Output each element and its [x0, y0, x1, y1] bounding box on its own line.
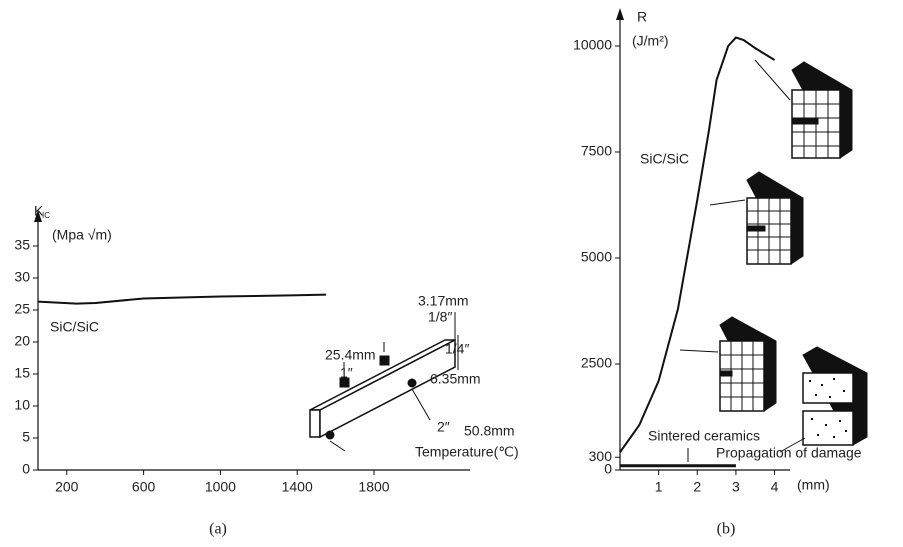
y-axis-unit: (Mpa √m): [52, 227, 112, 243]
y-tick-label: 7500: [581, 143, 612, 159]
y-axis-label: K: [34, 203, 44, 219]
x-tick-label: 3: [732, 479, 740, 495]
x-axis-label: (mm): [797, 477, 830, 493]
y-tick-label: 10000: [573, 37, 612, 53]
y-tick-label: 5000: [581, 249, 612, 265]
y-tick-label: 0: [22, 461, 30, 477]
annotation: Propagation of damage: [716, 445, 862, 461]
x-tick-label: 1400: [282, 479, 313, 495]
y-axis-unit: (J/m²): [632, 33, 669, 49]
caption: (b): [717, 521, 736, 538]
annotation: 6.35mm: [430, 371, 481, 387]
x-tick-label: 200: [55, 479, 79, 495]
y-tick-label: 5: [22, 429, 30, 445]
annotation: 25.4mm: [325, 347, 376, 363]
y-axis-label-sub: IC: [42, 211, 50, 220]
x-axis-label: Temperature(℃): [415, 444, 519, 460]
crack-specimens: [679, 59, 868, 462]
annotation: 1/4″: [445, 341, 469, 357]
annotation: 2″: [437, 419, 450, 435]
data-line: [37, 293, 327, 305]
annotation: 50.8mm: [464, 423, 515, 439]
y-tick-label: 20: [14, 333, 30, 349]
x-tick-label: 1800: [358, 479, 389, 495]
y-axis-arrow: [616, 8, 624, 20]
data-line: [619, 36, 776, 453]
annotation: 1/8″: [428, 309, 452, 325]
y-tick-label: 25: [14, 301, 30, 317]
annotation: 1″: [340, 365, 353, 381]
y-tick-label: 10: [14, 397, 30, 413]
series-label: SiC/SiC: [640, 151, 689, 167]
annotation: 3.17mm: [418, 293, 469, 309]
y-tick-label: 15: [14, 365, 30, 381]
y-tick-label: 0: [604, 461, 612, 477]
y-tick-label: 2500: [581, 355, 612, 371]
y-tick-label: 30: [14, 269, 30, 285]
x-tick-label: 1: [655, 479, 663, 495]
caption: (a): [209, 521, 227, 538]
series-label: SiC/SiC: [50, 319, 99, 335]
x-tick-label: 2: [693, 479, 701, 495]
x-tick-label: 1000: [205, 479, 236, 495]
x-tick-label: 600: [132, 479, 156, 495]
y-axis-arrow: [34, 210, 42, 222]
y-tick-label: 300: [589, 448, 613, 464]
y-axis-label: R: [637, 9, 647, 25]
x-tick-label: 4: [771, 479, 779, 495]
y-tick-label: 35: [14, 237, 30, 253]
specimen-schematic: [309, 312, 459, 452]
series-label: Sintered ceramics: [648, 428, 760, 444]
